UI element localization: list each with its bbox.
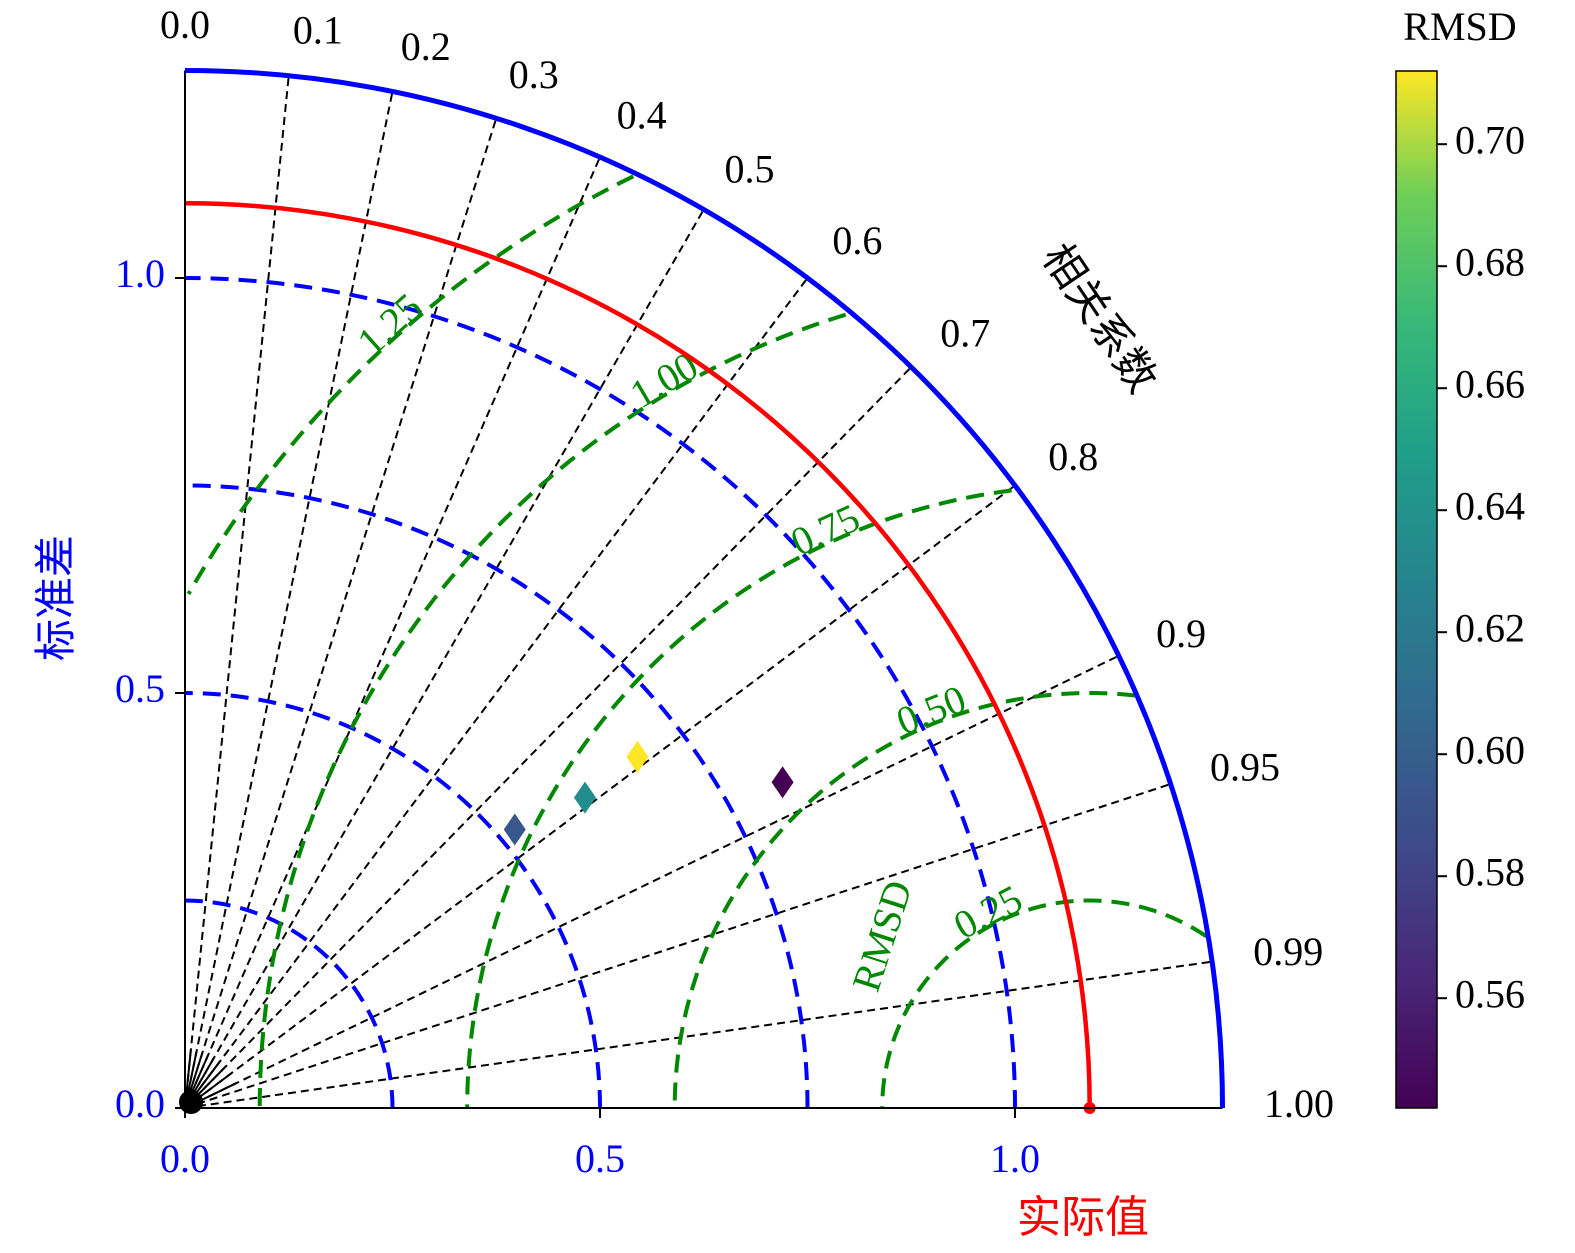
colorbar-title: RMSD	[1403, 4, 1516, 49]
colorbar-gradient	[1395, 70, 1438, 1109]
colorbar-tick-label: 0.70	[1455, 117, 1525, 162]
rmsd-contour-label: 0.75	[784, 495, 866, 565]
y-tick-label: 1.0	[115, 251, 165, 296]
x-axis-label: 实际值	[1017, 1192, 1149, 1243]
rmsd-contour	[465, 488, 1012, 1109]
colorbar-tick-label: 0.62	[1455, 605, 1525, 650]
colorbar: RMSD 0.56 0.58 0.60 0.62 0.64 0.66 0.68 0.70	[1395, 4, 1525, 1109]
correlation-tick-label: 0.6	[832, 218, 882, 263]
colorbar-ticks: 0.56 0.58 0.60 0.62 0.64 0.66 0.68 0.70	[1437, 117, 1525, 1016]
correlation-line	[184, 156, 601, 1109]
reference-arc	[184, 201, 1092, 1109]
correlation-line	[184, 654, 1120, 1109]
data-point-marker	[573, 781, 596, 814]
correlation-tick-label: 0.3	[509, 52, 559, 97]
y-tick-label: 0.5	[115, 666, 165, 711]
correlation-tick-label: 0.1	[293, 8, 343, 53]
data-points	[503, 740, 794, 846]
std-contours	[184, 276, 1017, 1109]
rmsd-contour	[880, 898, 1208, 1109]
data-point-marker	[503, 813, 526, 846]
data-point-marker	[626, 740, 649, 773]
rmsd-contour-label: 0.25	[946, 876, 1029, 948]
correlation-line	[184, 484, 1016, 1109]
colorbar-tick-label: 0.58	[1455, 849, 1525, 894]
correlation-line	[184, 366, 912, 1109]
colorbar-tick-label: 0.56	[1455, 971, 1525, 1016]
correlation-line	[184, 91, 394, 1109]
data-point-marker	[771, 766, 794, 799]
correlation-tick-label: 0.0	[160, 2, 210, 47]
axes-frame	[175, 68, 1225, 1118]
correlation-line	[184, 783, 1171, 1109]
y-tick-label: 0.0	[115, 1081, 165, 1126]
correlation-line	[184, 960, 1213, 1109]
rmsd-contour	[672, 690, 1136, 1109]
x-tick-label: 0.0	[160, 1136, 210, 1181]
x-tick-label: 0.5	[575, 1136, 625, 1181]
correlation-axis-label: 相关系数	[1033, 235, 1168, 402]
colorbar-tick-label: 0.66	[1455, 361, 1525, 406]
y-axis-label: 标准差	[31, 535, 80, 661]
correlation-tick-label: 0.95	[1210, 744, 1280, 789]
colorbar-tick-label: 0.68	[1455, 239, 1525, 284]
x-tick-label: 1.0	[990, 1136, 1040, 1181]
std-contour	[184, 691, 602, 1109]
rmsd-contour-label: 1.00	[622, 343, 705, 417]
colorbar-tick-label: 0.64	[1455, 483, 1525, 528]
correlation-tick-label: 0.7	[940, 311, 990, 356]
correlation-tick-label: 0.4	[617, 92, 667, 137]
correlation-tick-label: 0.9	[1156, 611, 1206, 656]
correlation-line	[184, 117, 498, 1109]
rmsd-contour	[186, 174, 635, 595]
correlation-tick-label: 0.2	[401, 24, 451, 69]
origin-marker	[179, 1090, 203, 1114]
correlation-tick-label: 0.5	[725, 147, 775, 192]
std-contour	[184, 483, 810, 1109]
tick-labels: 0.0 0.1 0.2 0.3 0.4 0.5 0.6 0.7 0.8 0.9 0.95 0.99 1.…	[115, 2, 1334, 1181]
std-contour	[184, 276, 1017, 1109]
correlation-tick-label: 0.8	[1048, 434, 1098, 479]
rmsd-axis-label: RMSD	[843, 875, 921, 997]
outer-arc	[184, 68, 1225, 1109]
grid-layer	[179, 75, 1213, 1114]
correlation-tick-label: 1.00	[1264, 1081, 1334, 1126]
correlation-line	[184, 75, 290, 1109]
colorbar-tick-label: 0.60	[1455, 727, 1525, 772]
rmsd-contour	[257, 312, 847, 1109]
correlation-line	[184, 277, 809, 1109]
correlation-tick-label: 0.99	[1253, 929, 1323, 974]
